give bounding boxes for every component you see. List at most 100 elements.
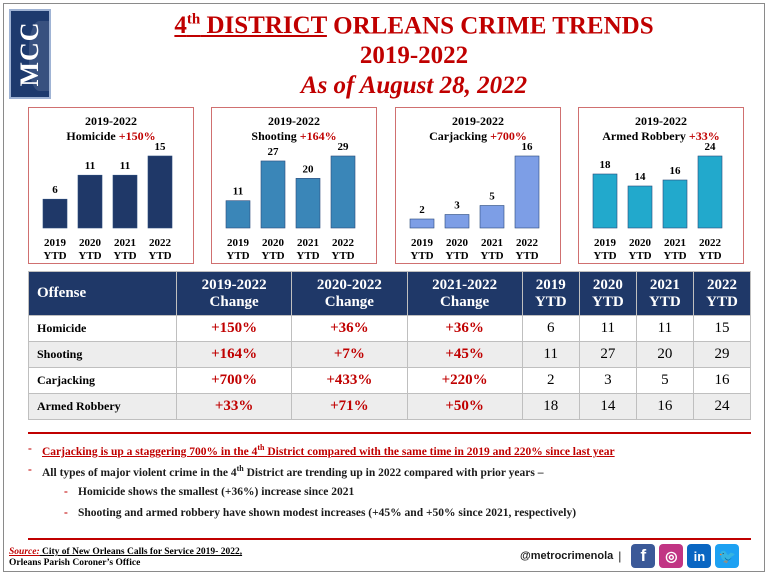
tick-label: YTD [43, 250, 66, 262]
tick-label: YTD [148, 250, 171, 262]
bar-2019-ytd [225, 200, 251, 229]
tick-label: YTD [515, 250, 538, 262]
armed-robbery-chart-card: 2019-2022 Armed Robbery +33% 18 2019 YTD 14… [578, 107, 744, 264]
tick-label: 2022 [332, 237, 355, 249]
source-line-1: City of New Orleans Calls for Service 20… [39, 547, 243, 557]
bar-2021-ytd [662, 179, 688, 229]
data-label: 18 [600, 159, 612, 171]
source-line-2: Orleans Parish Coroner’s Office [9, 558, 141, 568]
tick-label: 2021 [481, 237, 503, 249]
chart-title: 2019-2022 [452, 114, 504, 128]
cell-ytd: 29 [692, 341, 752, 368]
cell-change: +220% [406, 367, 523, 394]
tick-label: 2019 [227, 237, 250, 249]
cell-ytd: 11 [635, 315, 694, 342]
page-title: 4th DISTRICT ORLEANS CRIME TRENDS [60, 12, 768, 40]
divider-top [28, 432, 751, 434]
cell-change: +7% [291, 341, 408, 368]
chart-title: 2019-2022 [635, 114, 687, 128]
tick-label: YTD [698, 250, 721, 262]
cell-ytd: 16 [635, 393, 694, 420]
chart-title: 2019-2022 [268, 114, 320, 128]
social-handle[interactable]: @metrocrimenola [520, 550, 614, 562]
data-label: 5 [489, 191, 495, 203]
cell-change: +45% [406, 341, 523, 368]
data-label: 16 [670, 165, 682, 177]
tick-label: 2020 [446, 237, 469, 249]
mcc-logo: MCC [9, 9, 51, 99]
title-district-word: DISTRICT [206, 12, 327, 40]
bar-2020-ytd [444, 214, 470, 229]
cell-ytd: 20 [635, 341, 694, 368]
tick-label: YTD [226, 250, 249, 262]
cell-offense: Homicide [28, 315, 177, 342]
cell-change: +164% [175, 341, 293, 368]
data-label: 14 [635, 171, 647, 183]
logo-text: MCC [15, 21, 44, 87]
source-note: Source: City of New Orleans Calls for Se… [9, 547, 242, 569]
chart-title: 2019-2022 [85, 114, 137, 128]
title-district-number: 4 [174, 12, 187, 40]
header-ytd-2019: 2019 YTD [521, 271, 580, 316]
facebook-icon[interactable]: f [631, 544, 656, 568]
cell-change: +50% [406, 393, 523, 420]
tick-label: 2019 [44, 237, 67, 249]
cell-change: +36% [406, 315, 523, 342]
twitter-icon[interactable]: 🐦 [715, 544, 740, 568]
bar-2020-ytd [77, 174, 103, 229]
cell-change: +150% [175, 315, 293, 342]
tick-label: 2022 [699, 237, 722, 249]
bar-2022-ytd [147, 155, 173, 229]
cell-offense: Shooting [28, 341, 177, 368]
table-header-row: Offense 2019-2022 Change 2020-2022 Change … [28, 271, 752, 316]
bar-2022-ytd [514, 155, 540, 229]
cell-ytd: 27 [578, 341, 637, 368]
cell-change: +700% [175, 367, 293, 394]
title-sup: th [186, 12, 201, 28]
tick-label: YTD [663, 250, 686, 262]
title-years: 2019-2022 [359, 42, 469, 69]
cell-ytd: 11 [578, 315, 637, 342]
tick-label: YTD [78, 250, 101, 262]
linkedin-icon[interactable]: in [687, 544, 712, 568]
tick-label: YTD [480, 250, 503, 262]
cell-ytd: 2 [521, 367, 580, 394]
cell-ytd: 16 [692, 367, 752, 394]
tick-label: 2021 [297, 237, 319, 249]
divider-bottom [28, 538, 751, 540]
cell-ytd: 6 [521, 315, 580, 342]
bar-2021-ytd [112, 174, 138, 229]
tick-label: 2022 [149, 237, 172, 249]
header-offense: Offense [28, 271, 177, 316]
bar-2022-ytd [697, 155, 723, 229]
title-as-of: As of August 28, 2022 [300, 72, 528, 99]
cell-change: +36% [291, 315, 408, 342]
data-label: 15 [155, 141, 167, 153]
cell-ytd: 11 [521, 341, 580, 368]
chart-pct: +150% [118, 129, 156, 143]
bar-2019-ytd [592, 173, 618, 229]
cell-ytd: 15 [692, 315, 752, 342]
chart-pct: +164% [299, 129, 337, 143]
instagram-icon[interactable]: ◎ [659, 544, 684, 568]
data-label: 11 [233, 186, 243, 198]
social-bar: @metrocrimenola | f ◎ in 🐦 [520, 543, 740, 569]
chart-offense: Carjacking [429, 129, 488, 143]
header-change-2020: 2020-2022 Change [291, 271, 408, 316]
cell-ytd: 3 [578, 367, 637, 394]
tick-label: 2020 [629, 237, 652, 249]
table-row: Carjacking +700% +433% +220% 2 3 5 16 [28, 367, 752, 394]
bar-2020-ytd [627, 185, 653, 229]
table-row: Homicide +150% +36% +36% 6 11 11 15 [28, 315, 752, 342]
separator: | [618, 549, 622, 563]
cell-ytd: 5 [635, 367, 694, 394]
bar-2021-ytd [479, 205, 505, 229]
cell-offense: Carjacking [28, 367, 177, 394]
chart-offense: Homicide [66, 129, 116, 143]
data-label: 29 [338, 141, 350, 153]
tick-label: 2021 [114, 237, 136, 249]
tick-label: 2020 [262, 237, 285, 249]
